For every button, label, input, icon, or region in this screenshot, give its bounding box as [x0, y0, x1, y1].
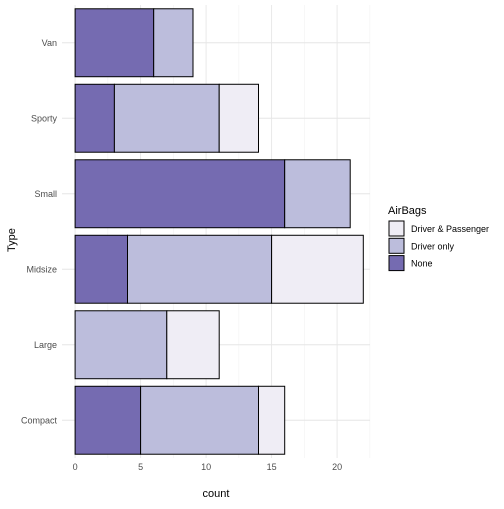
- legend-key: [388, 220, 405, 237]
- bar-segment: [153, 8, 194, 78]
- bar-segment: [140, 385, 260, 455]
- y-axis-title: Type: [6, 228, 18, 252]
- legend-label: Driver only: [411, 241, 455, 251]
- bar-segment: [74, 385, 142, 455]
- bar-segment: [284, 159, 351, 229]
- bar-segment: [258, 385, 286, 455]
- y-tick-label: Small: [34, 189, 57, 199]
- legend-label: Driver & Passenger: [411, 224, 489, 234]
- bar-segment: [74, 310, 168, 380]
- bar-segment: [74, 159, 286, 229]
- bar-segment: [271, 234, 364, 304]
- legend-key: [388, 237, 405, 254]
- x-tick-label: 0: [73, 462, 78, 472]
- y-tick-label: Van: [42, 38, 57, 48]
- y-tick-label: Midsize: [26, 264, 57, 274]
- legend-key: [388, 255, 405, 272]
- bar-segment: [166, 310, 220, 380]
- bar-segment: [218, 83, 259, 153]
- y-tick-label: Compact: [21, 415, 58, 425]
- x-axis: 0 5 10 15 20: [73, 462, 343, 472]
- bar-segment: [74, 83, 115, 153]
- y-axis: Compact Large Midsize Small Sporty Van: [21, 38, 58, 426]
- x-tick-label: 20: [332, 462, 342, 472]
- bar-segment: [127, 234, 273, 304]
- y-tick-label: Large: [34, 340, 57, 350]
- bar-segment: [74, 8, 155, 78]
- x-tick-label: 15: [267, 462, 277, 472]
- bar-segment: [113, 83, 220, 153]
- x-axis-title: count: [203, 488, 230, 500]
- bars-layer: [74, 8, 364, 455]
- legend: AirBags Driver & Passenger Driver only Non…: [388, 205, 489, 272]
- bar-segment: [74, 234, 128, 304]
- y-tick-label: Sporty: [31, 113, 58, 123]
- legend-label: None: [411, 259, 433, 269]
- legend-title: AirBags: [388, 205, 427, 217]
- x-tick-label: 10: [201, 462, 211, 472]
- x-tick-label: 5: [138, 462, 143, 472]
